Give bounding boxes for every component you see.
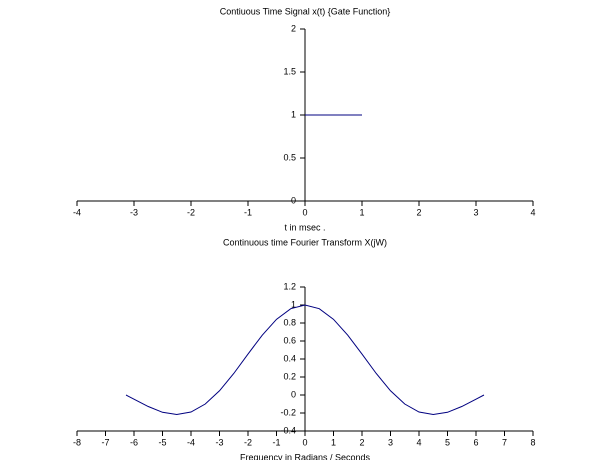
x-tick-label: 8 [530,437,535,447]
x-tick-label: -2 [244,437,252,447]
x-axis-label: Frequency in Radians / Seconds [240,452,371,460]
y-tick-label: -0.4 [280,425,296,435]
y-tick-label: 0.6 [283,335,296,345]
x-tick-label: 5 [445,437,450,447]
y-tick-label: 2 [291,23,296,33]
x-tick-label: 2 [416,207,421,217]
x-tick-label: -3 [130,207,138,217]
y-tick-label: 0.8 [283,317,296,327]
x-tick-label: 0 [302,207,307,217]
x-tick-label: 4 [530,207,535,217]
y-tick-label: 0.2 [283,371,296,381]
y-tick-label: 1 [291,109,296,119]
y-tick-label: 1 [291,299,296,309]
chart-title: Contiuous Time Signal x(t) {Gate Functio… [220,6,391,16]
signal-line [125,304,485,416]
y-tick-label: -0.2 [280,407,296,417]
x-tick-label: -7 [101,437,109,447]
x-axis-label: t in msec . [284,222,325,232]
y-tick-label: 1.2 [283,281,296,291]
y-tick-label: 1.5 [283,66,296,76]
x-tick-label: -4 [73,207,81,217]
x-tick-label: -2 [187,207,195,217]
x-tick-label: -5 [158,437,166,447]
y-tick-label: 0.4 [283,353,296,363]
x-tick-label: -4 [187,437,195,447]
x-tick-label: 3 [473,207,478,217]
x-tick-label: -8 [73,437,81,447]
x-tick-label: -1 [244,207,252,217]
y-tick-label: 0 [291,195,296,205]
x-tick-label: 6 [473,437,478,447]
x-tick-label: -6 [130,437,138,447]
x-tick-label: -3 [215,437,223,447]
x-tick-label: 4 [416,437,421,447]
x-tick-label: 1 [359,207,364,217]
x-tick-label: -1 [272,437,280,447]
chart-title: Continuous time Fourier Transform X(jW) [223,237,387,247]
y-tick-label: 0.5 [283,152,296,162]
x-tick-label: 3 [388,437,393,447]
x-tick-label: 7 [502,437,507,447]
x-tick-label: 1 [331,437,336,447]
y-tick-label: 0 [291,389,296,399]
x-tick-label: 2 [359,437,364,447]
x-tick-label: 0 [302,437,307,447]
